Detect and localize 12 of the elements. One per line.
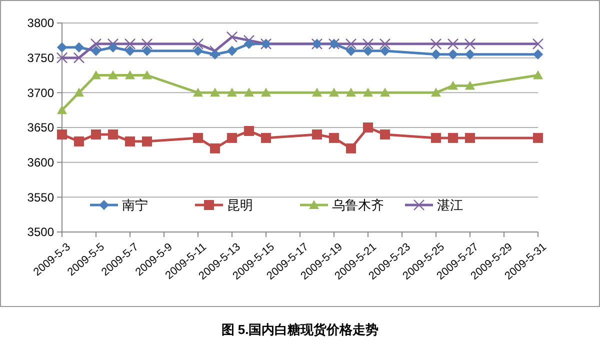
y-tick-label: 3550 (27, 190, 54, 204)
legend-label: 南宁 (122, 198, 148, 213)
y-tick-label: 3750 (27, 51, 54, 66)
legend-label: 昆明 (227, 198, 253, 213)
y-tick-label: 3700 (27, 86, 54, 100)
text: 图 5.国内白糖现货价格走势 (221, 322, 379, 337)
legend-label: 湛江 (437, 198, 463, 213)
y-tick-label: 3800 (27, 16, 54, 30)
y-tick-label: 3600 (27, 156, 54, 170)
y-tick-label: 3500 (27, 225, 54, 240)
y-tick-label: 3650 (27, 120, 54, 135)
legend-label: 乌鲁木齐 (332, 198, 384, 213)
